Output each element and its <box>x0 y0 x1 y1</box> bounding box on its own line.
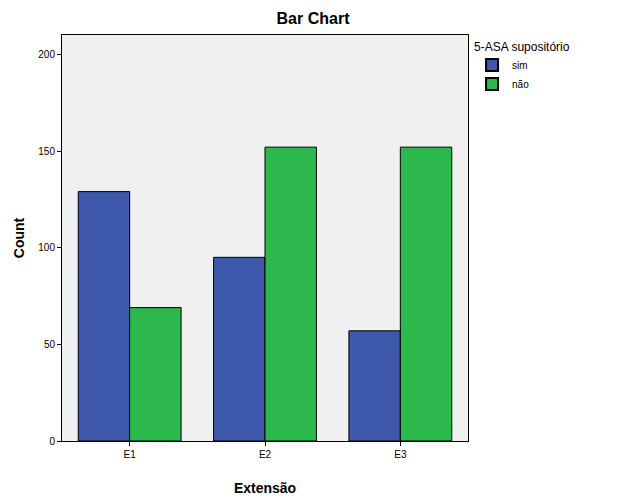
svg-text:Bar Chart: Bar Chart <box>277 10 351 27</box>
svg-text:50: 50 <box>44 339 56 350</box>
svg-text:0: 0 <box>49 436 55 447</box>
svg-text:sim: sim <box>512 60 528 71</box>
svg-text:Count: Count <box>11 217 27 258</box>
svg-text:200: 200 <box>38 49 55 60</box>
svg-text:E3: E3 <box>394 449 407 460</box>
svg-text:E2: E2 <box>259 449 272 460</box>
svg-text:5-ASA supositório: 5-ASA supositório <box>474 40 570 54</box>
svg-text:Extensão: Extensão <box>234 480 296 496</box>
svg-text:100: 100 <box>38 242 55 253</box>
svg-text:não: não <box>512 79 529 90</box>
svg-text:150: 150 <box>38 146 55 157</box>
svg-text:E1: E1 <box>124 449 137 460</box>
